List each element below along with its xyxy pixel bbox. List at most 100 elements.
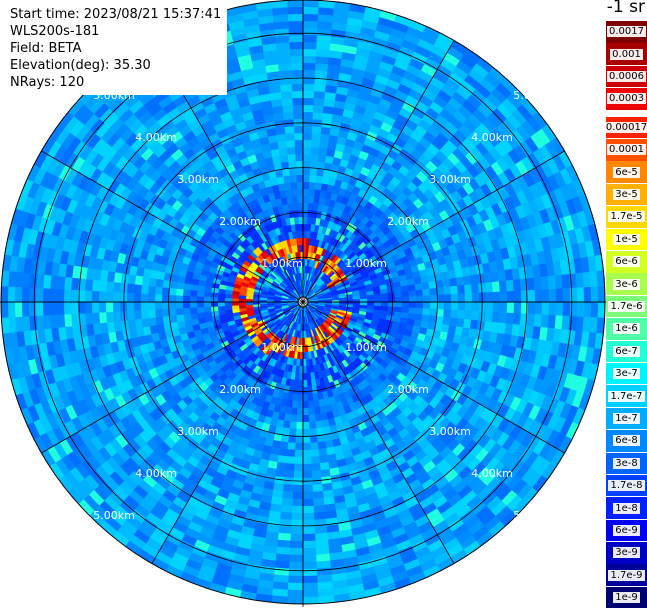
scan-cell xyxy=(454,326,464,337)
scan-cell xyxy=(403,558,421,572)
scan-cell xyxy=(374,458,387,470)
scan-cell xyxy=(315,349,321,358)
scan-cell xyxy=(413,546,431,560)
scan-cell xyxy=(303,20,319,29)
scan-cell xyxy=(182,289,191,297)
scan-cell xyxy=(258,458,270,468)
scan-cell xyxy=(474,505,492,521)
scan-cell xyxy=(302,365,307,374)
scan-cell xyxy=(495,377,507,392)
scan-cell xyxy=(329,558,345,568)
scan-cell xyxy=(323,346,329,355)
scan-cell xyxy=(248,417,258,428)
scan-cell xyxy=(244,376,253,386)
scan-cell xyxy=(261,422,271,432)
scan-cell xyxy=(334,355,342,364)
scan-cell xyxy=(590,302,599,319)
scan-cell xyxy=(326,411,335,420)
scan-cell xyxy=(244,349,253,358)
scan-cell xyxy=(382,544,399,557)
scan-cell xyxy=(310,372,316,380)
scan-cell xyxy=(417,472,432,486)
scan-cell xyxy=(186,455,200,468)
scan-cell xyxy=(299,309,302,317)
scan-cell xyxy=(462,470,478,486)
scan-cell xyxy=(375,326,385,333)
scan-cell xyxy=(541,462,557,481)
scan-cell xyxy=(323,354,330,362)
scan-cell xyxy=(319,462,330,471)
scan-cell xyxy=(303,160,311,169)
scan-cell xyxy=(273,336,280,345)
scan-cell xyxy=(320,332,327,340)
scan-cell xyxy=(71,277,80,291)
scan-cell xyxy=(316,574,333,583)
scan-cell xyxy=(281,427,290,436)
scan-cell xyxy=(282,105,294,114)
scan-cell xyxy=(263,328,272,336)
scan-cell xyxy=(35,287,44,302)
scan-cell xyxy=(189,295,198,302)
scan-cell xyxy=(390,433,403,445)
scan-cell xyxy=(73,482,89,500)
scan-cell xyxy=(277,532,291,541)
scan-cell xyxy=(302,449,312,458)
scan-cell xyxy=(267,323,276,330)
scan-cell xyxy=(137,548,156,564)
scan-cell xyxy=(327,538,342,547)
scan-cell xyxy=(99,280,108,292)
scan-cell xyxy=(589,271,598,288)
scan-cell xyxy=(311,126,322,134)
scan-cell xyxy=(205,368,216,378)
scan-cell xyxy=(352,453,364,464)
scan-cell xyxy=(447,349,458,361)
scan-cell xyxy=(325,345,332,354)
scan-cell xyxy=(293,337,298,345)
scan-cell xyxy=(507,439,522,456)
scan-cell xyxy=(288,328,293,336)
scan-cell xyxy=(343,313,352,318)
scan-cell xyxy=(225,468,238,480)
scan-cell xyxy=(527,302,536,315)
scan-cell xyxy=(575,316,584,333)
scan-cell xyxy=(404,473,419,486)
scan-cell xyxy=(376,525,392,537)
scan-cell xyxy=(201,557,219,570)
scan-cell xyxy=(576,376,589,394)
scan-cell xyxy=(302,456,312,465)
scan-cell xyxy=(134,283,142,294)
scan-cell xyxy=(161,453,175,467)
scan-cell xyxy=(379,314,388,320)
scan-cell xyxy=(473,416,486,431)
scan-cell xyxy=(285,189,293,198)
scan-cell xyxy=(284,182,292,191)
scan-cell xyxy=(282,341,288,349)
scan-cell xyxy=(450,413,463,427)
scan-cell xyxy=(331,579,349,589)
scan-cell xyxy=(443,421,457,435)
scan-cell xyxy=(442,278,451,288)
scan-cell xyxy=(256,367,264,376)
scan-cell xyxy=(175,437,188,450)
scan-cell xyxy=(301,309,303,318)
scan-cell xyxy=(288,27,304,36)
scan-cell xyxy=(587,363,599,381)
scan-cell xyxy=(262,337,270,345)
scan-cell xyxy=(412,325,421,334)
scan-cell xyxy=(314,342,319,351)
scan-cell xyxy=(349,370,358,380)
scan-cell xyxy=(299,323,302,332)
scan-cell xyxy=(243,475,256,486)
scan-cell xyxy=(261,551,277,561)
scan-cell xyxy=(496,390,509,405)
scan-cell xyxy=(429,436,443,449)
scan-cell xyxy=(388,490,403,502)
scan-cell xyxy=(468,328,478,340)
scan-cell xyxy=(355,496,369,507)
scan-cell xyxy=(448,474,464,489)
scan-cell xyxy=(499,344,510,358)
scan-cell xyxy=(231,298,240,302)
scan-cell xyxy=(274,560,290,569)
scan-cell xyxy=(547,275,556,290)
scan-cell xyxy=(365,384,375,394)
